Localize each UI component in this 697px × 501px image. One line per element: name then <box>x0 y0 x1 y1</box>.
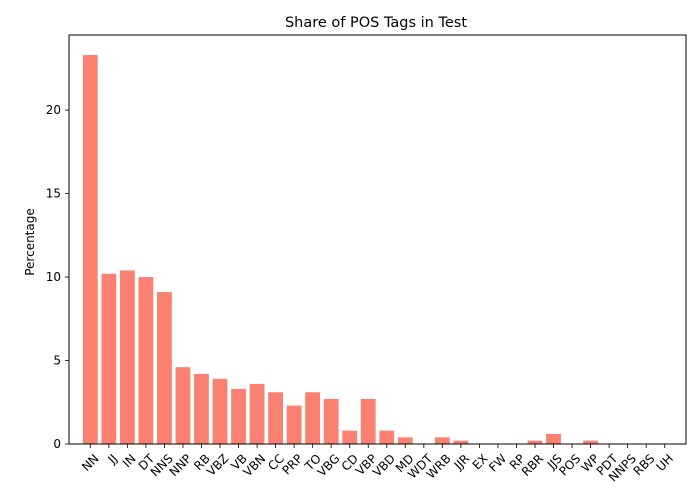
y-axis-ticks: 0 5 10 15 20 <box>46 103 69 451</box>
bar-rb <box>194 373 209 444</box>
x-tick-label: JJ <box>105 451 121 467</box>
x-tick-label: NNP <box>167 451 195 479</box>
bar-vbd <box>379 430 395 444</box>
bar-md <box>397 437 413 444</box>
bars-group <box>82 55 598 444</box>
bar-wp <box>583 440 598 444</box>
bar-vbp <box>360 398 376 444</box>
bar-to <box>305 392 321 444</box>
bar-vbz <box>212 378 228 444</box>
bar-vbn <box>249 383 265 444</box>
x-axis-ticks: NN JJ INDTNNSNNPRBVBZVBVBNCCPRPTOVBGCDVBPV… <box>79 444 676 485</box>
bar-nn <box>82 55 98 444</box>
x-tick-label: RBR <box>519 451 547 479</box>
x-tick-label: IN <box>120 451 139 470</box>
x-tick-label: VBN <box>241 451 269 479</box>
bar-dt <box>138 277 154 444</box>
bar-vbg <box>323 398 339 444</box>
x-tick-label: NN <box>79 451 102 474</box>
chart-title: Share of POS Tags in Test <box>285 15 467 31</box>
y-tick-label: 10 <box>46 270 61 284</box>
bar-jjr <box>453 440 469 444</box>
bar-nns <box>157 292 172 444</box>
y-tick-label: 20 <box>46 103 61 117</box>
bar-cd <box>342 430 358 444</box>
y-tick-label: 15 <box>46 187 61 201</box>
bar-jjs <box>546 433 561 444</box>
x-tick-label: VBG <box>315 451 343 479</box>
y-tick-label: 0 <box>53 437 61 451</box>
x-tick-label: PRP <box>279 451 305 477</box>
bar-rbr <box>527 440 543 444</box>
plot-area-frame <box>68 34 687 445</box>
bar-jj <box>101 273 117 444</box>
bar-vb <box>231 388 246 444</box>
y-axis-label: Percentage <box>23 208 37 276</box>
bar-prp <box>286 405 302 444</box>
x-tick-label: VBZ <box>204 451 231 478</box>
bar-nnp <box>175 367 191 444</box>
y-tick-label: 5 <box>53 354 61 368</box>
bar-cc <box>268 392 283 444</box>
x-tick-label: UH <box>654 451 676 473</box>
x-tick-label: FW <box>486 451 509 474</box>
bar-in <box>119 270 135 444</box>
bar-wrb <box>434 437 450 444</box>
